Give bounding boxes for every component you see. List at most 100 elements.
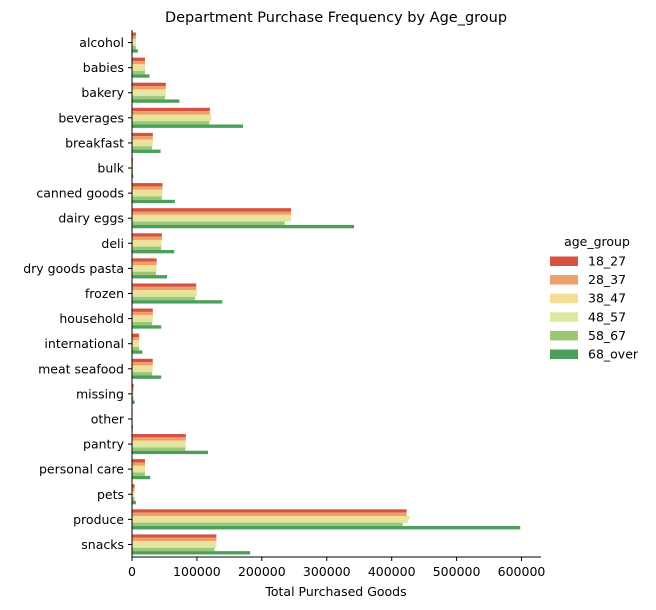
bar-canned-goods-28_37 (132, 186, 163, 190)
category-label: frozen (85, 286, 124, 301)
bar-household-58_67 (132, 321, 153, 326)
bar-household-18_27 (132, 308, 153, 312)
category-label: alcohol (79, 35, 124, 50)
x-tick-label: 300000 (303, 564, 351, 579)
bar-international-48_57 (132, 343, 140, 348)
category-label: canned goods (36, 186, 124, 201)
category-label: personal care (39, 462, 124, 477)
bar-beverages-68_over (132, 124, 244, 128)
bar-bakery-38_47 (132, 89, 166, 93)
bar-alcohol-28_37 (132, 35, 136, 40)
bar-produce-48_57 (132, 519, 408, 523)
x-tick-label: 600000 (498, 564, 546, 579)
bar-bakery-48_57 (132, 92, 166, 97)
bar-deli-18_27 (132, 233, 162, 237)
bar-household-28_37 (132, 311, 153, 316)
legend-swatch-48_57 (550, 312, 578, 322)
bar-household-48_57 (132, 318, 153, 322)
legend-label-38_47: 38_47 (588, 291, 626, 306)
bar-pets-68_over (132, 500, 136, 505)
bar-babies-28_37 (132, 60, 145, 65)
bar-canned-goods-68_over (132, 199, 175, 204)
legend-label-48_57: 48_57 (588, 309, 626, 324)
category-label: meat seafood (38, 361, 124, 376)
bar-breakfast-68_over (132, 149, 161, 153)
category-label: pantry (83, 437, 125, 452)
bar-bulk-68_over (132, 174, 134, 179)
bar-meat-seafood-58_67 (132, 372, 153, 376)
bar-international-18_27 (132, 333, 140, 337)
category-label: deli (101, 236, 124, 251)
bar-bakery-68_over (132, 99, 180, 103)
bar-personal-care-68_over (132, 475, 151, 480)
category-labels: alcohol babies bakery beverages breakfast bul… (23, 35, 132, 552)
bar-breakfast-48_57 (132, 142, 153, 147)
category-label: dry goods pasta (23, 261, 124, 276)
x-axis: 0 100000 200000 300000 400000 500000 600000 (128, 557, 545, 579)
category-label: bulk (97, 161, 124, 176)
bar-international-28_37 (132, 336, 140, 341)
bar-personal-care-48_57 (132, 469, 145, 473)
bar-frozen-58_67 (132, 296, 195, 301)
bar-pets-28_37 (132, 487, 135, 491)
bar-pets-18_27 (132, 484, 135, 488)
bar-personal-care-18_27 (132, 459, 145, 463)
bar-missing-18_27 (132, 383, 134, 388)
bar-personal-care-58_67 (132, 472, 145, 476)
bar-deli-38_47 (132, 239, 162, 244)
bar-produce-58_67 (132, 522, 403, 527)
bar-meat-seafood-28_37 (132, 362, 153, 366)
bar-breakfast-28_37 (132, 136, 153, 140)
bar-international-58_67 (132, 347, 140, 351)
bar-beverages-38_47 (132, 114, 212, 118)
bar-bakery-58_67 (132, 96, 166, 100)
bar-canned-goods-58_67 (132, 196, 162, 200)
bar-meat-seafood-38_47 (132, 365, 153, 369)
legend-title: age_group (564, 234, 630, 249)
bar-meat-seafood-68_over (132, 375, 162, 379)
category-label: babies (83, 60, 124, 75)
category-label: snacks (81, 537, 124, 552)
legend: age_group 18_27 28_37 38_47 48_57 58_67 68_ov… (550, 234, 639, 362)
bar-pantry-48_57 (132, 444, 186, 448)
x-tick-label: 500000 (433, 564, 481, 579)
bar-dairy-eggs-28_37 (132, 211, 292, 215)
bar-alcohol-18_27 (132, 32, 136, 36)
bar-canned-goods-18_27 (132, 183, 163, 187)
bar-missing-68_over (132, 400, 135, 404)
category-label: produce (73, 512, 124, 527)
bar-pantry-38_47 (132, 440, 186, 445)
bar-international-38_47 (132, 340, 140, 344)
category-label: breakfast (65, 135, 124, 150)
bar-dry-goods-pasta-18_27 (132, 258, 157, 262)
legend-swatch-28_37 (550, 275, 578, 285)
bar-canned-goods-38_47 (132, 189, 163, 194)
category-label: beverages (58, 110, 124, 125)
bar-international-68_over (132, 350, 143, 354)
bar-frozen-28_37 (132, 286, 197, 291)
bar-alcohol-48_57 (132, 42, 136, 46)
bar-alcohol-38_47 (132, 39, 136, 43)
bar-pets-38_47 (132, 490, 135, 495)
bar-bakery-18_27 (132, 82, 166, 87)
bar-missing-48_57 (132, 393, 134, 398)
bar-snacks-18_27 (132, 534, 217, 538)
bar-dairy-eggs-38_47 (132, 214, 292, 219)
legend-label-28_37: 28_37 (588, 272, 626, 287)
legend-label-68_over: 68_over (588, 347, 639, 362)
bar-household-38_47 (132, 315, 153, 319)
bar-produce-28_37 (132, 512, 407, 517)
bar-dry-goods-pasta-48_57 (132, 268, 157, 272)
bars-group (132, 32, 521, 555)
bar-produce-38_47 (132, 516, 410, 520)
bar-dairy-eggs-18_27 (132, 208, 292, 212)
bar-beverages-28_37 (132, 111, 210, 115)
bar-frozen-48_57 (132, 293, 197, 297)
x-tick-label: 0 (128, 564, 136, 579)
bar-deli-58_67 (132, 246, 162, 251)
bar-deli-28_37 (132, 236, 162, 240)
bar-breakfast-38_47 (132, 139, 153, 143)
bar-snacks-68_over (132, 551, 251, 555)
bar-meat-seafood-48_57 (132, 368, 153, 373)
bar-household-68_over (132, 325, 162, 329)
